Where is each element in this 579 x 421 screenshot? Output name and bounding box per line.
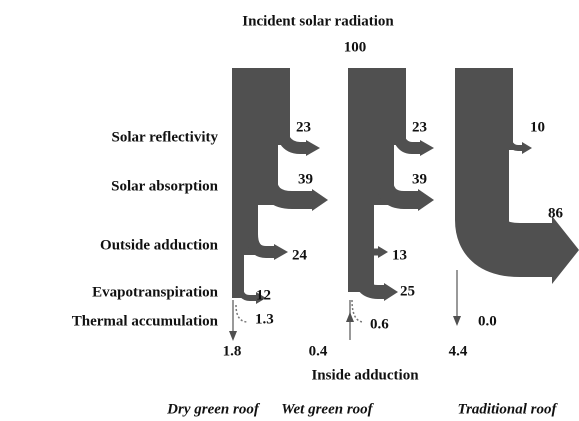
value-label: 0.4 [309,343,328,359]
row-label: Outside adduction [100,237,219,253]
column-name: Traditional roof [457,401,558,417]
value-label: 13 [392,247,407,263]
value-label: 0.6 [370,316,389,332]
value-label: 1.8 [223,343,242,359]
row-label: Evapotranspiration [92,284,219,300]
value-label: 10 [530,119,545,135]
wet-flows [346,68,434,340]
row-label: Solar absorption [111,178,218,194]
row-label: Solar reflectivity [112,129,219,145]
value-label: 0.0 [478,313,497,329]
value-label: 39 [298,171,313,187]
incident-value: 100 [344,39,367,55]
value-label: 23 [296,119,311,135]
value-label: 23 [412,119,427,135]
value-label: 24 [292,247,308,263]
value-label: 86 [548,205,564,221]
value-label: 1.3 [255,311,274,327]
value-label: 25 [400,283,415,299]
row-label: Thermal accumulation [72,313,219,329]
value-label: 4.4 [449,343,468,359]
value-label: 39 [412,171,427,187]
traditional-flows [453,68,579,326]
dry-flows [229,68,328,341]
column-name: Wet green roof [281,401,374,417]
value-label: 12 [256,287,271,303]
bottom-label: Inside adduction [311,367,419,383]
column-name: Dry green roof [166,401,261,417]
title: Incident solar radiation [242,13,394,29]
